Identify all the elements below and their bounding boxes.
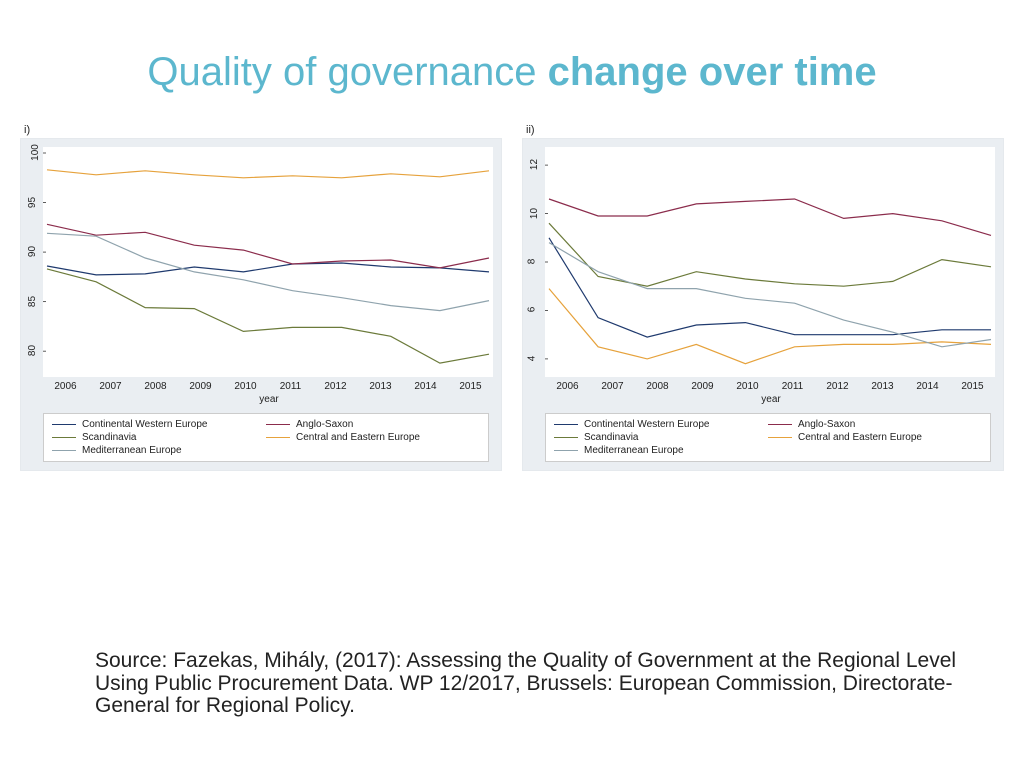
y-tick-label: 4 xyxy=(526,356,537,362)
legend-label: Scandinavia xyxy=(82,432,136,443)
x-tick-label: 2011 xyxy=(770,381,815,392)
legend-swatch xyxy=(768,437,792,438)
y-tick-label: 10 xyxy=(529,207,540,218)
legend-swatch xyxy=(52,424,76,425)
legend-row: Scandinavia Central and Eastern Europe xyxy=(554,431,982,444)
y-tick-label: 12 xyxy=(529,159,540,170)
legend-item-scand: Scandinavia xyxy=(52,431,266,444)
legend-item-anglo: Anglo-Saxon xyxy=(768,418,982,431)
x-tick-label: 2008 xyxy=(133,381,178,392)
x-label-ii: year xyxy=(545,394,997,405)
x-tick-label: 2012 xyxy=(815,381,860,392)
x-tick-label: 2010 xyxy=(223,381,268,392)
legend-ii: Continental Western EuropeAnglo-SaxonSca… xyxy=(545,413,991,462)
y-tick-label: 85 xyxy=(27,296,38,307)
series-line-scand xyxy=(47,269,489,363)
x-tick-label: 2006 xyxy=(545,381,590,392)
title-light: Quality of governance xyxy=(147,50,547,94)
legend-i: Continental Western EuropeAnglo-SaxonSca… xyxy=(43,413,489,462)
legend-label: Anglo-Saxon xyxy=(798,419,855,430)
x-tick-label: 2013 xyxy=(358,381,403,392)
chart-svg xyxy=(43,147,493,377)
legend-label: Mediterranean Europe xyxy=(82,445,182,456)
legend-item-med: Mediterranean Europe xyxy=(52,444,266,457)
slide-title: Quality of governance change over time xyxy=(0,0,1024,124)
legend-item-cwe: Continental Western Europe xyxy=(554,418,768,431)
y-tick-label: 80 xyxy=(27,345,38,356)
x-tick-label: 2006 xyxy=(43,381,88,392)
legend-item-med: Mediterranean Europe xyxy=(554,444,768,457)
y-tick-label: 6 xyxy=(526,307,537,313)
legend-item-scand: Scandinavia xyxy=(554,431,768,444)
x-tick-label: 2015 xyxy=(950,381,995,392)
panel-label-i: i) xyxy=(20,124,502,136)
legend-row: Continental Western Europe Anglo-Saxon xyxy=(554,418,982,431)
legend-label: Central and Eastern Europe xyxy=(798,432,922,443)
x-ticks-i: 2006200720082009201020112012201320142015 xyxy=(43,381,493,392)
x-tick-label: 2014 xyxy=(905,381,950,392)
legend-swatch xyxy=(52,450,76,451)
legend-item-cwe: Continental Western Europe xyxy=(52,418,266,431)
x-tick-label: 2007 xyxy=(590,381,635,392)
legend-label: Continental Western Europe xyxy=(584,419,709,430)
x-tick-label: 2007 xyxy=(88,381,133,392)
series-line-anglo xyxy=(47,224,489,268)
legend-item-cee: Central and Eastern Europe xyxy=(768,431,982,444)
legend-row: Scandinavia Central and Eastern Europe xyxy=(52,431,480,444)
chart-panel-i: i) 80859095100 2006200720082009201020112… xyxy=(20,124,502,471)
legend-row: Mediterranean Europe xyxy=(554,444,982,457)
legend-row: Mediterranean Europe xyxy=(52,444,480,457)
legend-row: Continental Western Europe Anglo-Saxon xyxy=(52,418,480,431)
legend-label: Anglo-Saxon xyxy=(296,419,353,430)
legend-swatch xyxy=(52,437,76,438)
legend-swatch xyxy=(768,424,792,425)
plot-area-i: 80859095100 xyxy=(43,147,493,377)
x-tick-label: 2013 xyxy=(860,381,905,392)
x-tick-label: 2011 xyxy=(268,381,313,392)
chart-box-ii: 4681012 20062007200820092010201120122013… xyxy=(522,138,1004,471)
chart-svg xyxy=(545,147,995,377)
x-tick-label: 2008 xyxy=(635,381,680,392)
panel-label-ii: ii) xyxy=(522,124,1004,136)
y-tick-label: 8 xyxy=(526,259,537,265)
chart-panel-ii: ii) 4681012 2006200720082009201020112012… xyxy=(522,124,1004,471)
series-line-cee xyxy=(47,170,489,178)
x-tick-label: 2010 xyxy=(725,381,770,392)
series-line-cee xyxy=(549,289,991,364)
y-tick-label: 90 xyxy=(27,246,38,257)
x-tick-label: 2014 xyxy=(403,381,448,392)
plot-area-ii: 4681012 xyxy=(545,147,995,377)
source-citation: Source: Fazekas, Mihály, (2017): Assessi… xyxy=(95,650,984,718)
series-line-med xyxy=(47,233,489,310)
legend-swatch xyxy=(554,437,578,438)
legend-swatch xyxy=(266,437,290,438)
legend-label: Continental Western Europe xyxy=(82,419,207,430)
legend-swatch xyxy=(266,424,290,425)
series-line-anglo xyxy=(549,199,991,235)
series-line-cwe xyxy=(549,238,991,337)
chart-box-i: 80859095100 2006200720082009201020112012… xyxy=(20,138,502,471)
x-tick-label: 2012 xyxy=(313,381,358,392)
legend-swatch xyxy=(554,450,578,451)
x-tick-label: 2009 xyxy=(178,381,223,392)
legend-swatch xyxy=(554,424,578,425)
title-bold: change over time xyxy=(548,50,877,94)
y-tick-label: 100 xyxy=(30,144,41,161)
y-tick-label: 95 xyxy=(27,196,38,207)
x-tick-label: 2015 xyxy=(448,381,493,392)
legend-item-cee: Central and Eastern Europe xyxy=(266,431,480,444)
charts-container: i) 80859095100 2006200720082009201020112… xyxy=(0,124,1024,471)
x-ticks-ii: 2006200720082009201020112012201320142015 xyxy=(545,381,995,392)
series-line-scand xyxy=(549,223,991,286)
legend-item-anglo: Anglo-Saxon xyxy=(266,418,480,431)
legend-label: Scandinavia xyxy=(584,432,638,443)
x-tick-label: 2009 xyxy=(680,381,725,392)
legend-label: Central and Eastern Europe xyxy=(296,432,420,443)
x-label-i: year xyxy=(43,394,495,405)
legend-label: Mediterranean Europe xyxy=(584,445,684,456)
